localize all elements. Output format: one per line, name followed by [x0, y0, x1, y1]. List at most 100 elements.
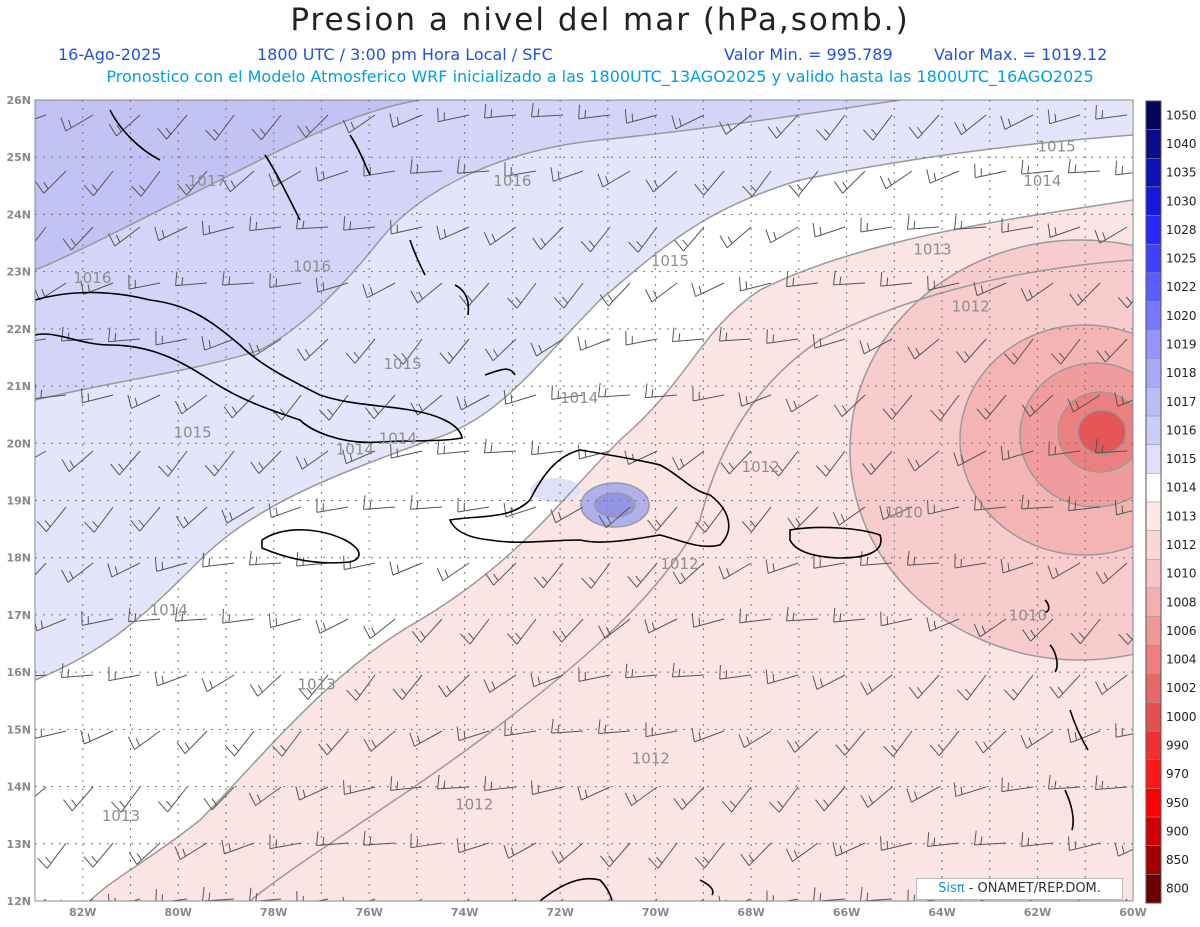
- wind-barb: [503, 390, 537, 405]
- wind-barb: [248, 338, 282, 357]
- wind-barb: [201, 674, 235, 692]
- wind-barb: [908, 674, 940, 699]
- wind-barb: [973, 618, 1007, 638]
- wind-barb: [645, 383, 678, 399]
- contour-label: 1015: [173, 424, 211, 442]
- wind-barb: [533, 562, 564, 589]
- wind-barb: [720, 450, 752, 475]
- wind-barb: [598, 618, 631, 639]
- wind-barb: [363, 730, 396, 752]
- wind-barb: [812, 333, 846, 349]
- wind-barb: [249, 674, 282, 697]
- wind-barb: [766, 329, 799, 344]
- wind-barb: [61, 663, 94, 678]
- wind-barb: [107, 562, 141, 578]
- wind-barb: [530, 672, 564, 688]
- wind-barb: [880, 836, 913, 851]
- wind-barb: [223, 394, 255, 419]
- wind-barb: [1069, 282, 1101, 306]
- wind-barb: [765, 226, 799, 244]
- lon-label: 82W: [69, 906, 96, 919]
- wind-barb: [927, 832, 960, 847]
- contour-label: 1010: [885, 504, 923, 522]
- wind-barb: [926, 169, 960, 184]
- colorbar-swatch: [1145, 788, 1162, 818]
- wind-barb: [485, 562, 517, 586]
- wind-barb: [295, 786, 329, 801]
- colorbar-swatch: [1145, 186, 1162, 216]
- colorbar-swatch: [1145, 587, 1162, 617]
- wind-barb: [363, 831, 396, 846]
- wind-barb: [672, 327, 705, 343]
- wind-barb: [316, 831, 349, 846]
- wind-barb: [174, 842, 208, 861]
- wind-barb: [766, 890, 799, 901]
- wind-barb: [36, 506, 67, 533]
- wind-barb: [691, 282, 725, 297]
- wind-barb: [718, 562, 752, 580]
- wind-barb: [345, 338, 376, 364]
- colorbar-label: 1006: [1166, 624, 1197, 638]
- wind-barb: [174, 394, 208, 415]
- wind-barb: [628, 226, 658, 253]
- wind-barb: [268, 503, 302, 518]
- wind-barb: [37, 842, 67, 869]
- colorbar-swatch: [1145, 415, 1162, 445]
- wind-barb: [740, 842, 772, 867]
- wind-barb: [600, 842, 631, 868]
- colorbar-swatch: [1145, 215, 1162, 245]
- wind-barb: [906, 786, 940, 803]
- wind-barb: [342, 114, 376, 134]
- wind-barb: [907, 450, 940, 472]
- wind-barb: [859, 338, 893, 355]
- wind-barb: [580, 226, 611, 253]
- wind-barb: [1000, 114, 1034, 130]
- wind-barb: [484, 438, 517, 454]
- wind-barb: [84, 506, 114, 533]
- wind-barb: [201, 336, 235, 351]
- wind-barb: [1003, 674, 1034, 701]
- min-value: Valor Min. = 995.789: [724, 45, 893, 64]
- colorbar-label: 990: [1166, 738, 1189, 752]
- wind-barb: [363, 495, 396, 510]
- colorbar-label: 1018: [1166, 366, 1197, 380]
- wind-barb: [581, 562, 611, 589]
- wind-barb: [644, 618, 678, 634]
- wind-barb: [976, 394, 1007, 420]
- wind-barb: [694, 170, 725, 196]
- map-frame: [34, 99, 1134, 902]
- wind-barb: [692, 386, 725, 402]
- colorbar-swatch: [1145, 243, 1162, 274]
- cuba-coast: [35, 291, 463, 444]
- colorbar-swatch: [1145, 559, 1162, 589]
- wind-barb: [409, 730, 443, 747]
- lat-label: 17N: [6, 609, 31, 622]
- colorbar-frame: [1145, 100, 1162, 904]
- wind-barb: [201, 220, 235, 236]
- colorbar-swatch: [1145, 129, 1162, 159]
- wind-barb: [1114, 500, 1133, 516]
- wind-barb: [154, 557, 188, 572]
- wind-barb: [765, 669, 799, 685]
- wind-barb: [879, 505, 913, 521]
- lon-label: 66W: [833, 906, 860, 919]
- contour-label: 1012: [952, 298, 990, 316]
- wind-barb: [437, 440, 470, 455]
- wind-barb: [1067, 728, 1101, 744]
- wind-barb: [625, 663, 658, 679]
- wind-barb: [1001, 777, 1034, 793]
- wind-barb: [812, 222, 846, 238]
- wind-barb: [578, 104, 611, 120]
- colorbar-swatch: [1145, 816, 1162, 846]
- contour-label: 1014: [1023, 172, 1061, 190]
- wind-barb: [1020, 282, 1054, 302]
- wind-barb: [249, 887, 282, 901]
- wind-barb: [957, 674, 987, 701]
- wind-barb: [437, 774, 470, 790]
- wind-barb: [974, 163, 1007, 179]
- wind-barb: [879, 170, 913, 190]
- wind-barb: [719, 326, 752, 342]
- wind-barb: [1117, 282, 1133, 309]
- colorbar-swatch: [1145, 301, 1162, 331]
- wind-barb: [296, 891, 329, 901]
